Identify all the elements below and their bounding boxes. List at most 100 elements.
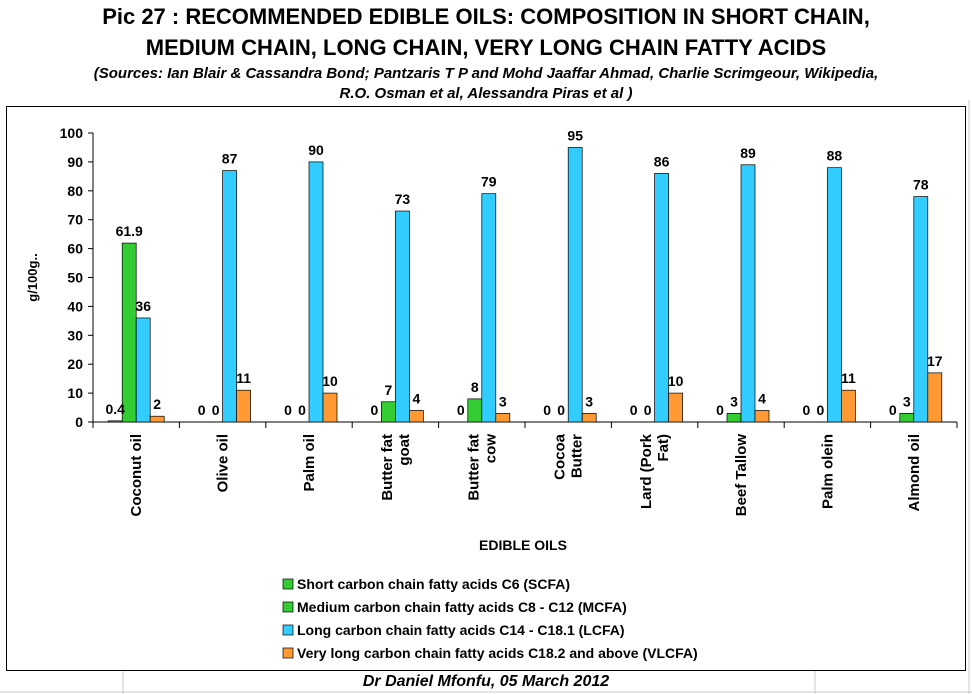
legend-swatch xyxy=(282,647,294,659)
chart-title-line2: MEDIUM CHAIN, LONG CHAIN, VERY LONG CHAI… xyxy=(145,35,827,60)
x-category-label-line: Palm oil xyxy=(301,434,318,492)
x-category-label: Lard (Pork Fat) xyxy=(638,433,672,509)
y-tick-label: 80 xyxy=(67,183,83,199)
data-label: 10 xyxy=(322,373,338,389)
data-label: 0 xyxy=(644,402,652,418)
bar xyxy=(754,410,770,423)
legend-swatch xyxy=(282,578,294,590)
y-tick-label: 70 xyxy=(67,212,83,228)
data-label: 3 xyxy=(499,393,507,409)
bar xyxy=(121,242,137,423)
bar xyxy=(827,167,842,423)
data-label: 4 xyxy=(413,390,421,406)
data-label: 0 xyxy=(457,402,465,418)
x-category-label-line: Lard (Pork xyxy=(638,433,655,509)
x-category-label-line: goat xyxy=(396,434,413,466)
data-label: 8 xyxy=(471,379,479,395)
data-label: 0 xyxy=(284,402,292,418)
y-tick-label: 10 xyxy=(67,385,83,401)
sources-line1: (Sources: Ian Blair & Cassandra Bond; Pa… xyxy=(93,65,879,82)
data-label: 3 xyxy=(730,393,738,409)
x-category-label-line: Almond oil xyxy=(906,434,923,512)
y-tick-label: 90 xyxy=(67,154,83,170)
author-footer: Dr Daniel Mfonfu, 05 March 2012 xyxy=(362,673,610,690)
x-category-label: Butter fat cow xyxy=(465,434,499,501)
data-label: 0 xyxy=(557,402,565,418)
data-label: 0 xyxy=(817,402,825,418)
data-label: 0 xyxy=(630,402,638,418)
x-category-label-line: Fat) xyxy=(655,434,672,462)
y-tick-label: 40 xyxy=(67,298,83,314)
data-label: 11 xyxy=(236,370,251,386)
x-category-label: Coconut oil xyxy=(128,434,145,517)
bar xyxy=(107,420,123,423)
x-category-label-line: Butter fat xyxy=(465,434,482,501)
data-label: 61.9 xyxy=(116,223,143,239)
y-tick-label: 60 xyxy=(67,241,83,257)
x-category-label: Cocoa Butter xyxy=(552,433,586,480)
data-label: 0.4 xyxy=(105,401,125,417)
x-category-label: Beef Tallow xyxy=(733,434,750,517)
legend-swatch xyxy=(282,601,294,613)
data-label: 87 xyxy=(222,151,238,167)
bar xyxy=(668,392,683,423)
data-label: 73 xyxy=(395,191,411,207)
chart-area[interactable]: 0 10 20 30 40 50 60 70 80 90 100 g/100g.. Coconut oi… xyxy=(6,106,966,671)
data-label: 0 xyxy=(889,402,897,418)
x-category-label-line: Olive oil xyxy=(215,434,232,492)
legend-swatch xyxy=(282,624,294,636)
data-label: 88 xyxy=(827,148,843,164)
bar xyxy=(481,193,497,423)
data-label: 36 xyxy=(135,298,151,314)
data-label: 3 xyxy=(585,393,593,409)
bar xyxy=(726,412,742,423)
legend-label: Short carbon chain fatty acids C6 (SCFA) xyxy=(297,576,570,592)
bar xyxy=(913,196,929,423)
bar xyxy=(581,412,597,423)
bar xyxy=(567,147,583,423)
chart-title-line1: Pic 27 : RECOMMENDED EDIBLE OILS: COMPOS… xyxy=(102,4,870,29)
bar xyxy=(409,410,424,423)
data-label: 3 xyxy=(903,393,911,409)
x-category-label: Almond oil xyxy=(906,434,923,512)
data-label: 79 xyxy=(481,174,497,190)
x-axis-title: EDIBLE OILS xyxy=(479,537,567,553)
legend-label: Long carbon chain fatty acids C14 - C18.… xyxy=(297,622,625,638)
x-category-label-line: Beef Tallow xyxy=(733,434,750,517)
data-label: 78 xyxy=(913,177,929,193)
data-label: 0 xyxy=(543,402,551,418)
data-label: 0 xyxy=(716,402,724,418)
x-category-label-line: Coconut oil xyxy=(128,434,145,517)
bar xyxy=(395,210,410,423)
legend-label: Very long carbon chain fatty acids C18.2… xyxy=(297,645,698,661)
bar xyxy=(222,170,237,423)
y-tick-label: 50 xyxy=(67,270,83,286)
x-category-label: Olive oil xyxy=(215,434,232,492)
x-category-label-line: Butter xyxy=(569,434,586,478)
bar xyxy=(467,398,483,423)
y-tick-label: 100 xyxy=(60,125,84,141)
x-category-label-line: cow xyxy=(482,434,499,464)
data-label: 4 xyxy=(758,390,766,406)
bar xyxy=(308,161,324,423)
data-label: 10 xyxy=(668,373,684,389)
x-category-label-line: Cocoa xyxy=(552,433,569,480)
y-tick-label: 20 xyxy=(67,356,83,372)
data-label: 7 xyxy=(385,382,393,398)
x-category-label: Palm olein xyxy=(819,434,836,509)
bar xyxy=(654,173,669,423)
x-category-label: Palm oil xyxy=(301,434,318,492)
data-label: 0 xyxy=(803,402,811,418)
bar xyxy=(740,164,756,423)
bar xyxy=(841,389,856,423)
legend-label: Medium carbon chain fatty acids C8 - C12… xyxy=(297,599,627,615)
x-category-label-line: Butter fat xyxy=(379,434,396,501)
data-label: 86 xyxy=(654,153,670,169)
bar xyxy=(149,415,165,423)
bar xyxy=(899,412,915,423)
x-category-label-line: Palm olein xyxy=(819,434,836,509)
y-tick-label: 0 xyxy=(75,414,83,430)
data-label: 95 xyxy=(567,127,583,143)
data-label: 0 xyxy=(212,402,220,418)
